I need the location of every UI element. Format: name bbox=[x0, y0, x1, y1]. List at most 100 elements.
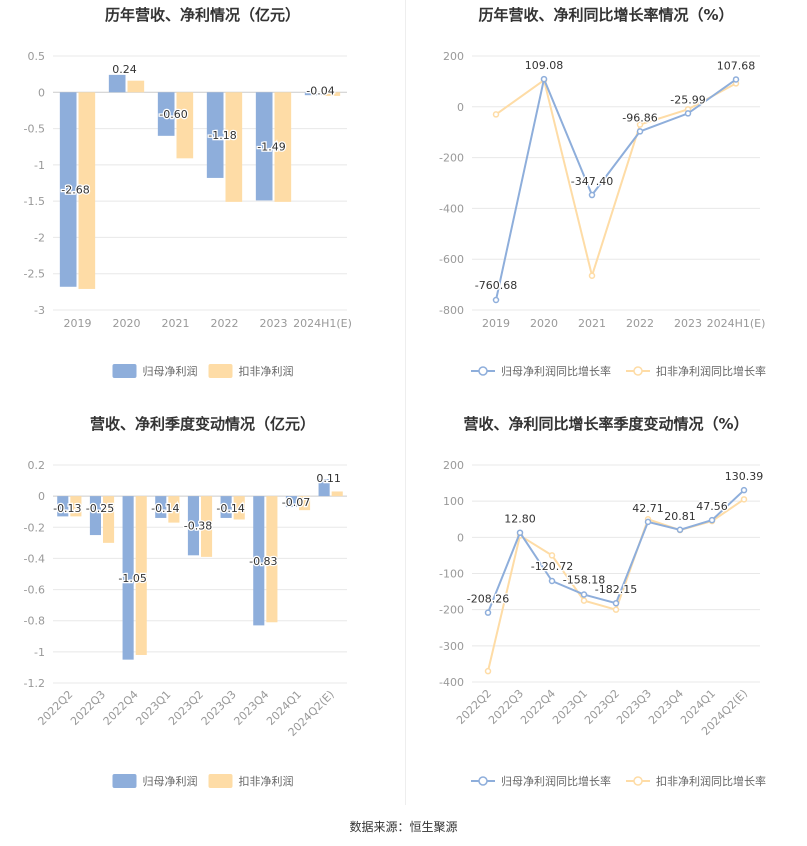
chart-quarterly-growth: 营收、净利同比增长率季度变动情况（%） 200 100 0 -100 -200 -300 -… bbox=[405, 405, 807, 805]
y-tick-label: -2 bbox=[34, 231, 45, 244]
y-tick-label: -0.2 bbox=[24, 521, 45, 534]
data-label: -208.26 bbox=[467, 593, 509, 606]
point-series2 bbox=[588, 272, 596, 279]
data-label: -1.18 bbox=[208, 129, 236, 142]
data-label: -0.07 bbox=[282, 496, 310, 509]
x-tick-label: 2023 bbox=[674, 317, 702, 330]
legend-swatch-marker bbox=[633, 776, 643, 786]
y-tick-label: -0.4 bbox=[24, 552, 45, 565]
point-series1 bbox=[740, 486, 748, 494]
bar-series2 bbox=[266, 496, 278, 623]
y-tick-label: 0 bbox=[38, 490, 45, 503]
point-series1 bbox=[516, 529, 524, 536]
bar-series2 bbox=[233, 496, 245, 520]
data-source: 数据来源：恒生聚源 bbox=[349, 820, 458, 834]
chart-title: 营收、净利季度变动情况（亿元） bbox=[89, 415, 315, 433]
data-label: -760.68 bbox=[475, 279, 517, 292]
point-series1 bbox=[548, 577, 556, 585]
data-label: -25.99 bbox=[670, 93, 705, 106]
legend-swatch-marker bbox=[478, 366, 488, 376]
x-tick-label: 2023Q1 bbox=[133, 688, 173, 728]
point-series2 bbox=[484, 667, 492, 675]
point-series1 bbox=[644, 518, 652, 526]
y-tick-label: -0.8 bbox=[24, 615, 45, 628]
point-series1 bbox=[684, 110, 692, 117]
x-tick-label: 2020 bbox=[113, 317, 141, 330]
point-series2 bbox=[636, 121, 644, 128]
bar-series1 bbox=[304, 92, 322, 96]
bar-series1 bbox=[157, 92, 175, 136]
data-label: 20.81 bbox=[664, 510, 696, 523]
legend-label: 扣非净利润 bbox=[239, 774, 294, 788]
y-tick-label: -300 bbox=[439, 640, 464, 653]
y-tick-label: 200 bbox=[443, 459, 464, 472]
bar-series2 bbox=[299, 496, 311, 511]
data-label: 12.80 bbox=[504, 513, 536, 526]
chart-annual-growth: 历年营收、净利同比增长率情况（%） 200 0 -200 -400 -600 -800 20… bbox=[405, 0, 807, 395]
point-series1 bbox=[588, 191, 596, 199]
point-series1 bbox=[676, 526, 684, 534]
line-series2 bbox=[495, 78, 737, 280]
legend-label: 归母净利润同比增长率 bbox=[501, 364, 611, 378]
legend-swatch bbox=[112, 774, 137, 788]
point-series2 bbox=[492, 111, 500, 118]
bar-series2 bbox=[70, 496, 82, 517]
legend-label: 归母净利润同比增长率 bbox=[501, 774, 611, 788]
y-tick-label: -3 bbox=[34, 304, 45, 317]
x-tick-label: 2022 bbox=[626, 317, 654, 330]
bar-series1 bbox=[220, 496, 232, 518]
bar-series1 bbox=[122, 496, 134, 660]
y-tick-label: -1.2 bbox=[24, 677, 45, 690]
y-tick-label: -200 bbox=[439, 152, 464, 165]
legend-swatch-marker bbox=[478, 776, 488, 786]
data-label: -1.05 bbox=[118, 572, 146, 585]
point-series1 bbox=[732, 76, 740, 83]
y-tick-label: 0 bbox=[38, 86, 45, 99]
data-label: -0.13 bbox=[53, 502, 81, 515]
data-label: -2.68 bbox=[61, 184, 89, 197]
data-label: 42.71 bbox=[632, 502, 664, 515]
y-tick-label: -1 bbox=[34, 159, 45, 172]
x-tick-label: 2022 bbox=[211, 317, 239, 330]
x-tick-label: 2022Q3 bbox=[68, 688, 108, 728]
y-tick-label: 100 bbox=[443, 495, 464, 508]
bar-series1 bbox=[255, 92, 273, 201]
bar-series1 bbox=[89, 496, 101, 536]
chart-quarterly-profit: 营收、净利季度变动情况（亿元） 0.2 0 -0.2 -0.4 -0.6 -0.8 -1 -1… bbox=[0, 405, 405, 805]
legend-label: 扣非净利润 bbox=[239, 364, 294, 378]
point-series1 bbox=[580, 591, 588, 598]
y-tick-label: -800 bbox=[439, 304, 464, 317]
legend-swatch-marker bbox=[633, 366, 643, 376]
point-series1 bbox=[484, 609, 492, 616]
data-label: -0.60 bbox=[159, 108, 187, 121]
x-tick-label: 2024H1(E) bbox=[707, 317, 766, 330]
x-tick-label: 2023 bbox=[260, 317, 288, 330]
data-label: 0.24 bbox=[112, 63, 137, 76]
bar-series1 bbox=[253, 496, 265, 626]
chart-title: 营收、净利同比增长率季度变动情况（%） bbox=[463, 415, 749, 433]
chart-title: 历年营收、净利情况（亿元） bbox=[104, 6, 300, 24]
y-tick-label: -200 bbox=[439, 604, 464, 617]
y-tick-label: 0.2 bbox=[28, 459, 46, 472]
chart-quarterly-growth-svg: 2001000-100-200-300-4002022Q22022Q32022Q… bbox=[439, 459, 766, 788]
legend-label: 归母净利润 bbox=[143, 774, 198, 788]
x-tick-label: 2019 bbox=[64, 317, 92, 330]
bar-series1 bbox=[108, 74, 126, 93]
chart-quarterly-profit-svg: 0.20-0.2-0.4-0.6-0.8-1-1.22022Q22022Q320… bbox=[24, 459, 347, 788]
legend-label: 归母净利润 bbox=[143, 364, 198, 378]
bar-series2 bbox=[168, 496, 180, 523]
point-series1 bbox=[540, 75, 548, 83]
chart-annual-growth-svg: 200 0 -200 -400 -600 -800 2019 2020 2021 2022 2023… bbox=[439, 50, 766, 378]
bar-series2 bbox=[225, 92, 243, 202]
point-series2 bbox=[612, 606, 620, 613]
y-tick-label: 0 bbox=[457, 531, 464, 544]
point-series2 bbox=[740, 496, 748, 503]
y-tick-label: 200 bbox=[443, 50, 464, 63]
x-tick-label: 2022Q2 bbox=[35, 688, 75, 728]
data-label: -120.72 bbox=[531, 560, 573, 573]
bar-series2 bbox=[331, 491, 343, 497]
chart-title: 历年营收、净利同比增长率情况（%） bbox=[478, 6, 734, 24]
data-label: -96.86 bbox=[622, 111, 657, 124]
data-label: -0.14 bbox=[151, 502, 179, 515]
x-tick-label: 2021 bbox=[578, 317, 606, 330]
